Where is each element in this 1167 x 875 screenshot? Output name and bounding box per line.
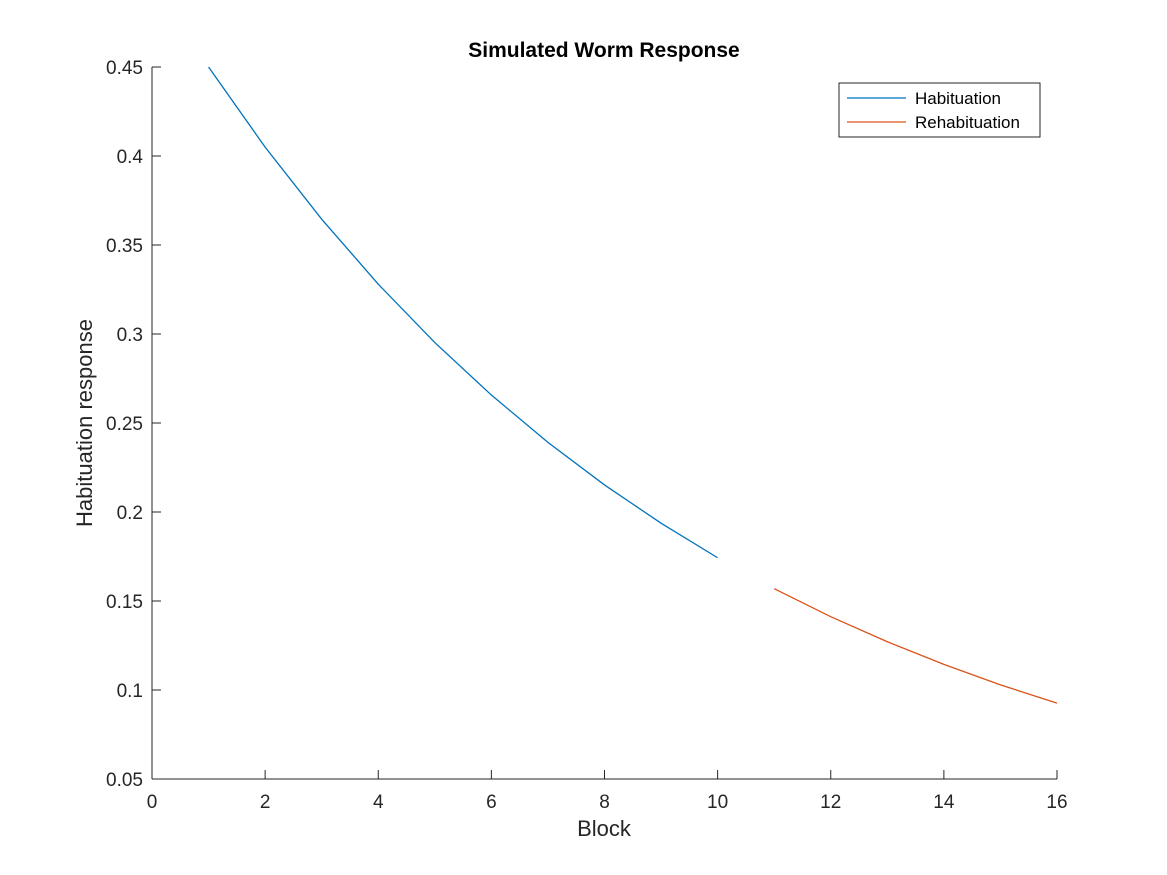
- y-tick-label: 0.35: [106, 236, 143, 257]
- y-tick-label: 0.05: [106, 770, 143, 791]
- x-tick-label: 2: [260, 792, 271, 813]
- series-line-habituation: [208, 66, 718, 559]
- y-tick-label: 0.4: [117, 147, 144, 168]
- y-tick-label: 0.45: [106, 58, 143, 79]
- x-tick-label: 6: [486, 792, 497, 813]
- x-tick-label: 16: [1046, 792, 1067, 813]
- legend: Habituation Rehabituation: [838, 82, 1041, 138]
- y-tick-label: 0.1: [117, 681, 143, 702]
- y-tick-label: 0.25: [106, 414, 143, 435]
- series-layer: [208, 66, 1058, 704]
- x-tick-label: 10: [707, 792, 728, 813]
- x-axis-label: Block: [577, 816, 632, 841]
- series-line-rehabituation: [773, 588, 1058, 704]
- x-tick-label: 4: [373, 792, 384, 813]
- x-tick-label: 12: [820, 792, 841, 813]
- legend-label-rehabituation: Rehabituation: [915, 113, 1020, 132]
- y-axis-label: Habituation response: [72, 319, 97, 527]
- chart-title: Simulated Worm Response: [468, 39, 740, 62]
- y-tick-label: 0.3: [117, 325, 143, 346]
- x-tick-label: 14: [933, 792, 955, 813]
- y-tick-label: 0.2: [117, 503, 143, 524]
- legend-box: [838, 82, 1041, 138]
- x-tick-label: 8: [599, 792, 610, 813]
- y-tick-label: 0.15: [106, 592, 143, 613]
- legend-label-habituation: Habituation: [915, 89, 1001, 108]
- x-tick-label: 0: [147, 792, 158, 813]
- plot-axes: 0 2 4 6 8 10 12 14 16 0.05 0.1 0.15 0.2 0.25 0.3 0.35 0.…: [106, 58, 1068, 813]
